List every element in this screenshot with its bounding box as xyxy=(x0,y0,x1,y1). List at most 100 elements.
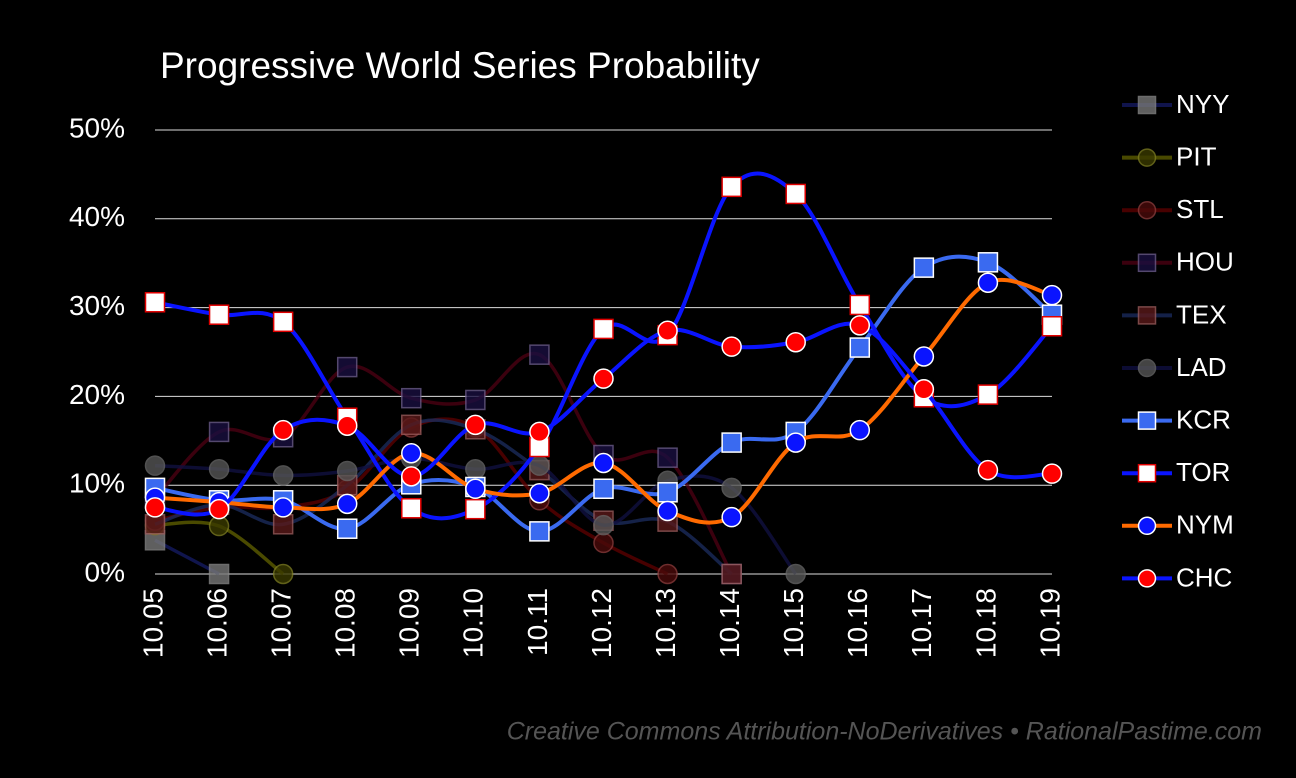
data-point xyxy=(849,315,871,336)
data-point xyxy=(977,252,999,273)
data-point xyxy=(977,384,999,405)
data-point xyxy=(1041,284,1063,306)
data-point xyxy=(144,292,166,313)
legend-marker xyxy=(1137,463,1157,483)
legend-label: TEX xyxy=(1176,299,1227,329)
data-point xyxy=(401,442,422,464)
data-point xyxy=(465,458,486,480)
legend-label: TOR xyxy=(1176,457,1230,487)
legend-label: CHC xyxy=(1176,562,1232,592)
legend-label: PIT xyxy=(1176,141,1217,171)
data-point xyxy=(785,563,806,585)
legend-label: KCR xyxy=(1176,404,1231,434)
data-point xyxy=(657,563,678,585)
legend-marker xyxy=(1137,569,1157,588)
x-tick-label: 10.17 xyxy=(906,588,937,658)
series xyxy=(144,315,1063,520)
data-point xyxy=(208,563,230,585)
data-point xyxy=(593,532,614,554)
data-point xyxy=(721,176,742,198)
data-point xyxy=(144,455,166,476)
series-line xyxy=(154,418,733,576)
credit: Creative Commons Attribution-NoDerivativ… xyxy=(507,718,1262,746)
data-point xyxy=(529,344,550,365)
x-tick-label: 10.11 xyxy=(522,588,553,656)
legend-marker xyxy=(1137,516,1157,536)
legend-marker xyxy=(1137,148,1157,167)
x-tick-label: 10.19 xyxy=(1034,588,1065,658)
data-point xyxy=(465,389,486,411)
data-point xyxy=(401,414,422,436)
data-point xyxy=(721,506,742,528)
y-tick-label: 30% xyxy=(69,290,125,321)
data-point xyxy=(785,432,806,453)
data-point xyxy=(785,183,806,205)
data-point xyxy=(272,419,294,441)
data-point xyxy=(529,521,550,542)
data-point xyxy=(272,563,294,585)
data-point xyxy=(785,331,806,353)
data-point xyxy=(336,356,358,378)
legend-label: NYY xyxy=(1176,89,1229,119)
data-point xyxy=(593,318,614,340)
data-point xyxy=(849,337,871,358)
data-point xyxy=(657,500,678,522)
data-point xyxy=(1041,463,1063,484)
data-point xyxy=(336,518,358,539)
x-tick-label: 10.08 xyxy=(330,588,361,658)
x-tick-label: 10.05 xyxy=(137,588,168,658)
data-point xyxy=(336,460,358,482)
data-point xyxy=(336,415,358,436)
legend-marker xyxy=(1137,95,1157,115)
y-tick-label: 40% xyxy=(69,201,125,232)
y-tick-label: 10% xyxy=(69,468,125,499)
data-point xyxy=(721,477,742,499)
data-point xyxy=(208,421,230,443)
legend-marker xyxy=(1137,306,1157,325)
data-point xyxy=(401,498,422,519)
legend-label: LAD xyxy=(1176,352,1227,382)
data-point xyxy=(272,497,294,518)
x-tick-label: 10.09 xyxy=(394,588,425,658)
data-point xyxy=(657,447,678,468)
y-tick-label: 50% xyxy=(69,112,125,143)
legend-marker xyxy=(1137,200,1157,220)
data-point xyxy=(849,294,871,316)
y-tick-label: 0% xyxy=(85,556,125,587)
y-tick-label: 20% xyxy=(69,379,125,410)
data-point xyxy=(272,465,294,486)
x-tick-label: 10.16 xyxy=(842,588,873,658)
legend-label: STL xyxy=(1176,194,1224,224)
data-point xyxy=(913,257,935,278)
data-point xyxy=(529,421,550,443)
legend-marker xyxy=(1137,253,1157,273)
x-tick-label: 10.18 xyxy=(970,588,1001,658)
x-tick-label: 10.10 xyxy=(458,588,489,658)
data-point xyxy=(657,320,678,341)
legend-label: NYM xyxy=(1176,510,1234,540)
data-point xyxy=(272,311,294,333)
x-tick-label: 10.07 xyxy=(266,588,297,658)
data-point xyxy=(465,414,486,436)
data-point xyxy=(721,432,742,453)
data-point xyxy=(465,498,486,520)
x-tick-label: 10.15 xyxy=(778,588,809,658)
series xyxy=(144,514,294,585)
legend-marker xyxy=(1137,411,1157,430)
data-point xyxy=(593,478,614,500)
data-point xyxy=(913,346,935,367)
data-point xyxy=(208,498,230,520)
data-point xyxy=(401,387,422,409)
data-point xyxy=(529,482,550,504)
chart-title: Progressive World Series Probability xyxy=(160,45,760,86)
series xyxy=(144,530,230,585)
x-tick-label: 10.13 xyxy=(650,588,681,658)
data-point xyxy=(401,466,422,487)
data-point xyxy=(721,563,742,585)
data-point xyxy=(144,497,166,518)
data-point xyxy=(977,459,999,481)
series-line xyxy=(153,351,734,575)
